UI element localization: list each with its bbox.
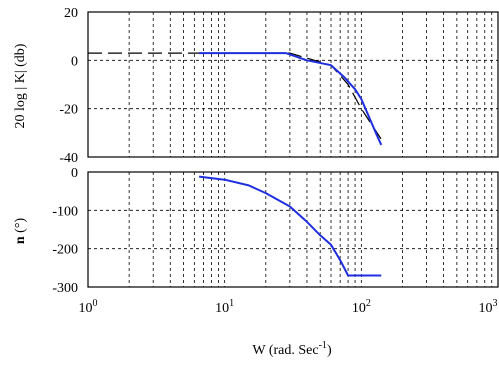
y-tick-label: 0 bbox=[71, 166, 78, 181]
y-tick-label: 20 bbox=[64, 6, 78, 21]
phase-panel: 0 -100 -200 -300 100 101 102 103 n (°) W (rad.… bbox=[13, 166, 499, 358]
phase-y-tick-labels: 0 -100 -200 -300 bbox=[52, 166, 78, 296]
phase-grid bbox=[88, 172, 498, 287]
x-tick-label: 103 bbox=[479, 298, 498, 316]
x-tick-label: 101 bbox=[215, 298, 234, 316]
response-line bbox=[198, 175, 382, 277]
y-tick-label: -20 bbox=[59, 103, 78, 118]
x-tick-label: 102 bbox=[352, 298, 371, 316]
asymptote-line bbox=[88, 52, 384, 143]
x-tick-label: 100 bbox=[79, 298, 98, 316]
phase-x-tick-labels: 100 101 102 103 bbox=[79, 298, 498, 316]
phase-plot-frame bbox=[87, 171, 499, 288]
magnitude-plot-frame bbox=[87, 11, 499, 158]
response-line bbox=[199, 52, 383, 146]
magnitude-y-tick-labels: 20 0 -20 -40 bbox=[59, 6, 78, 166]
magnitude-grid bbox=[88, 12, 498, 157]
phase-y-axis-label: n (°) bbox=[13, 218, 28, 245]
phase-x-axis-label: W (rad. Sec-1) bbox=[252, 340, 332, 358]
y-tick-label: -100 bbox=[52, 204, 78, 219]
y-tick-label: 0 bbox=[71, 54, 78, 69]
y-tick-label: -200 bbox=[52, 243, 78, 258]
phase-series bbox=[198, 175, 382, 277]
magnitude-panel: 20 0 -20 -40 20 log | K| (db) bbox=[13, 6, 499, 166]
y-tick-label: -300 bbox=[52, 281, 78, 296]
magnitude-series bbox=[88, 52, 384, 146]
magnitude-y-axis-label: 20 log | K| (db) bbox=[13, 43, 28, 128]
y-tick-label: -40 bbox=[59, 151, 78, 166]
